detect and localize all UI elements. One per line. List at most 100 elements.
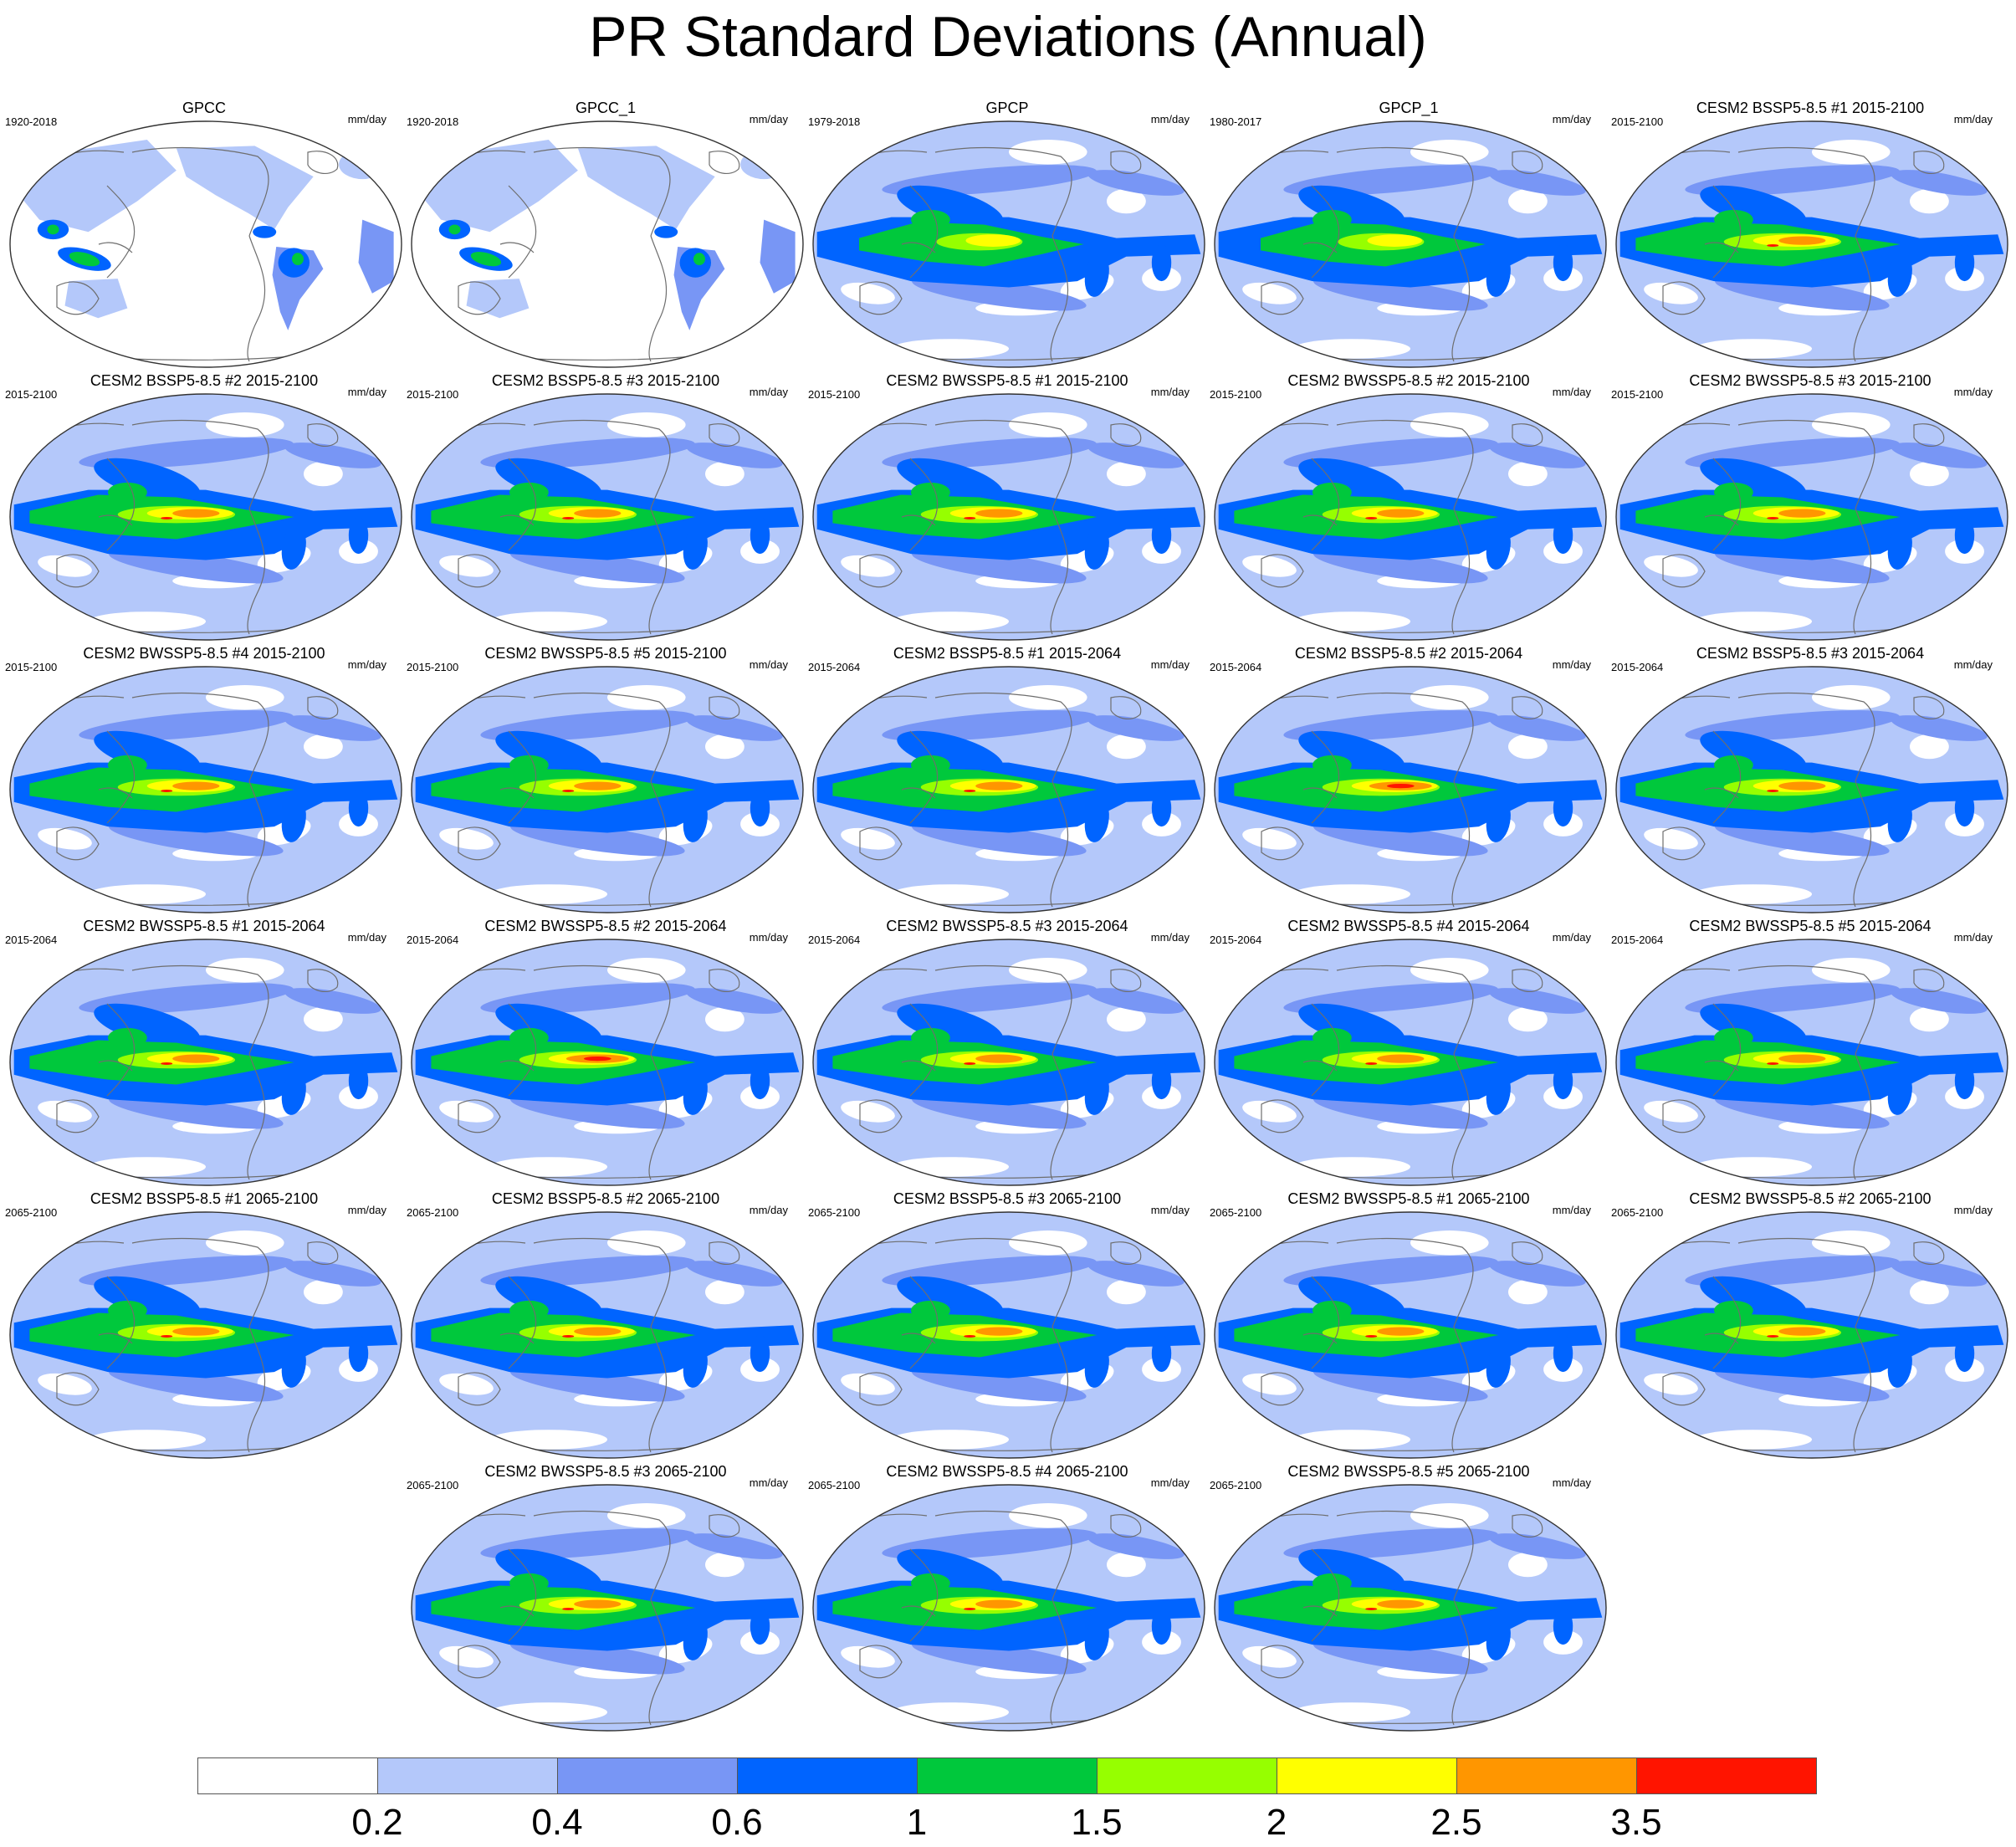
coastline <box>499 787 535 799</box>
central-america <box>253 225 277 238</box>
coastline <box>508 1003 537 1097</box>
warm-pool-band <box>495 458 602 503</box>
panel-title: CESM2 BWSSP5-8.5 #4 2015-2064 <box>1287 918 1530 934</box>
storm-track <box>1891 1261 1988 1287</box>
map-panel: CESM2 BWSSP5-8.5 #3 2065-2100 2065-2100 mm… <box>405 1462 806 1734</box>
coastline <box>709 696 740 720</box>
storm-track <box>1891 988 1988 1014</box>
coastline <box>1704 514 1739 526</box>
panel-units: mm/day <box>347 1204 386 1216</box>
storm-track <box>686 715 783 741</box>
dry-patch <box>1508 188 1548 214</box>
rain-core-red <box>562 1608 575 1610</box>
storm-track <box>1087 715 1185 741</box>
coastline <box>247 508 266 635</box>
maritime-continent <box>509 1027 549 1048</box>
coastline <box>1737 146 1875 237</box>
dry-patch <box>1812 1230 1891 1256</box>
amazon-band <box>1887 798 1912 842</box>
maritime-continent <box>509 755 549 775</box>
rain-core-orange <box>172 1327 220 1336</box>
coastline <box>247 780 266 908</box>
panel-units: mm/day <box>749 113 788 125</box>
panel-units: mm/day <box>1953 658 1993 671</box>
map-field <box>1215 1485 1606 1731</box>
maritime-continent <box>911 1300 950 1321</box>
coastline <box>1853 235 1872 362</box>
coastline <box>1704 1333 1739 1344</box>
amazon-band <box>683 525 708 570</box>
map-panel: CESM2 BSSP5-8.5 #3 2015-2064 2015-2064 mm/… <box>1609 644 2011 916</box>
warm-pool-band <box>1700 185 1807 230</box>
dry-patch <box>705 461 744 487</box>
rain-core-orange <box>172 1054 220 1063</box>
coastline <box>1302 787 1338 799</box>
coastline <box>709 151 740 175</box>
coastline <box>1913 151 1945 175</box>
panel-period: 2015-2064 <box>1210 661 1262 673</box>
robinson-map <box>411 939 804 1186</box>
coastline <box>1704 1060 1739 1072</box>
rain-core-orange <box>172 781 220 790</box>
coastline <box>1050 1599 1069 1726</box>
coastline <box>458 554 501 588</box>
amazon-band <box>1887 253 1912 297</box>
rain-core-red <box>964 517 976 519</box>
coastline <box>859 1099 903 1133</box>
map-field <box>813 121 1205 367</box>
coastline <box>1451 1326 1471 1453</box>
amazon-band <box>1486 1343 1511 1388</box>
amazon-band <box>1084 1616 1109 1660</box>
storm-track <box>1715 549 1890 584</box>
panel-title: GPCC_1 <box>575 100 637 116</box>
panel-title: CESM2 BSSP5-8.5 #3 2065-2100 <box>893 1190 1122 1207</box>
coastline <box>533 692 671 782</box>
maritime-continent <box>911 755 950 775</box>
dry-patch <box>38 1100 92 1123</box>
dry-patch <box>1410 958 1489 983</box>
map-border <box>411 939 804 1186</box>
coastline <box>131 1237 269 1328</box>
panel-title: CESM2 BSSP5-8.5 #1 2015-2100 <box>1696 100 1925 116</box>
rain-core-orange <box>1778 236 1826 245</box>
maritime-continent <box>509 482 549 503</box>
panel-units: mm/day <box>1953 386 1993 398</box>
rain-core-red <box>1767 1062 1779 1065</box>
coastline <box>458 281 501 315</box>
storm-track <box>1313 1640 1488 1675</box>
coastline <box>1050 1053 1069 1180</box>
coastline <box>709 969 740 993</box>
map-field <box>10 1212 402 1458</box>
colorbar-tick-label: 3.5 <box>1610 1802 1662 1843</box>
coastline <box>1336 964 1474 1055</box>
africa-band <box>348 517 369 555</box>
rain-core-red <box>1767 790 1779 792</box>
coastline <box>56 554 100 588</box>
storm-track <box>1313 549 1488 584</box>
coastline <box>131 146 269 237</box>
coastline <box>648 780 668 908</box>
africa-band <box>348 1062 369 1100</box>
panel-grid: GPCC 1920-2018 mm/day GPCC_1 1920-2018 mm/day… <box>5 100 2011 1734</box>
coastline <box>1451 508 1471 635</box>
warm-pool-band <box>495 1003 602 1048</box>
coastline <box>98 787 133 799</box>
dry-patch <box>1292 611 1410 632</box>
coastline <box>1704 787 1739 799</box>
coastline <box>901 787 936 799</box>
amazon-band <box>683 1616 708 1660</box>
storm-track <box>1313 821 1488 857</box>
map-border <box>9 939 402 1186</box>
map-border <box>411 1211 804 1459</box>
warm-pool-band <box>1700 458 1807 503</box>
panel-title: CESM2 BWSSP5-8.5 #2 2015-2100 <box>1287 372 1530 389</box>
amazon-band <box>683 1343 708 1388</box>
coastline <box>1110 1514 1142 1538</box>
africa-band <box>1151 1062 1172 1100</box>
coastline <box>1110 969 1142 993</box>
panel-title: CESM2 BWSSP5-8.5 #4 2015-2100 <box>83 645 325 662</box>
robinson-map <box>411 393 804 641</box>
robinson-map <box>9 120 402 368</box>
dry-patch <box>88 884 206 904</box>
coastline <box>709 1241 740 1266</box>
